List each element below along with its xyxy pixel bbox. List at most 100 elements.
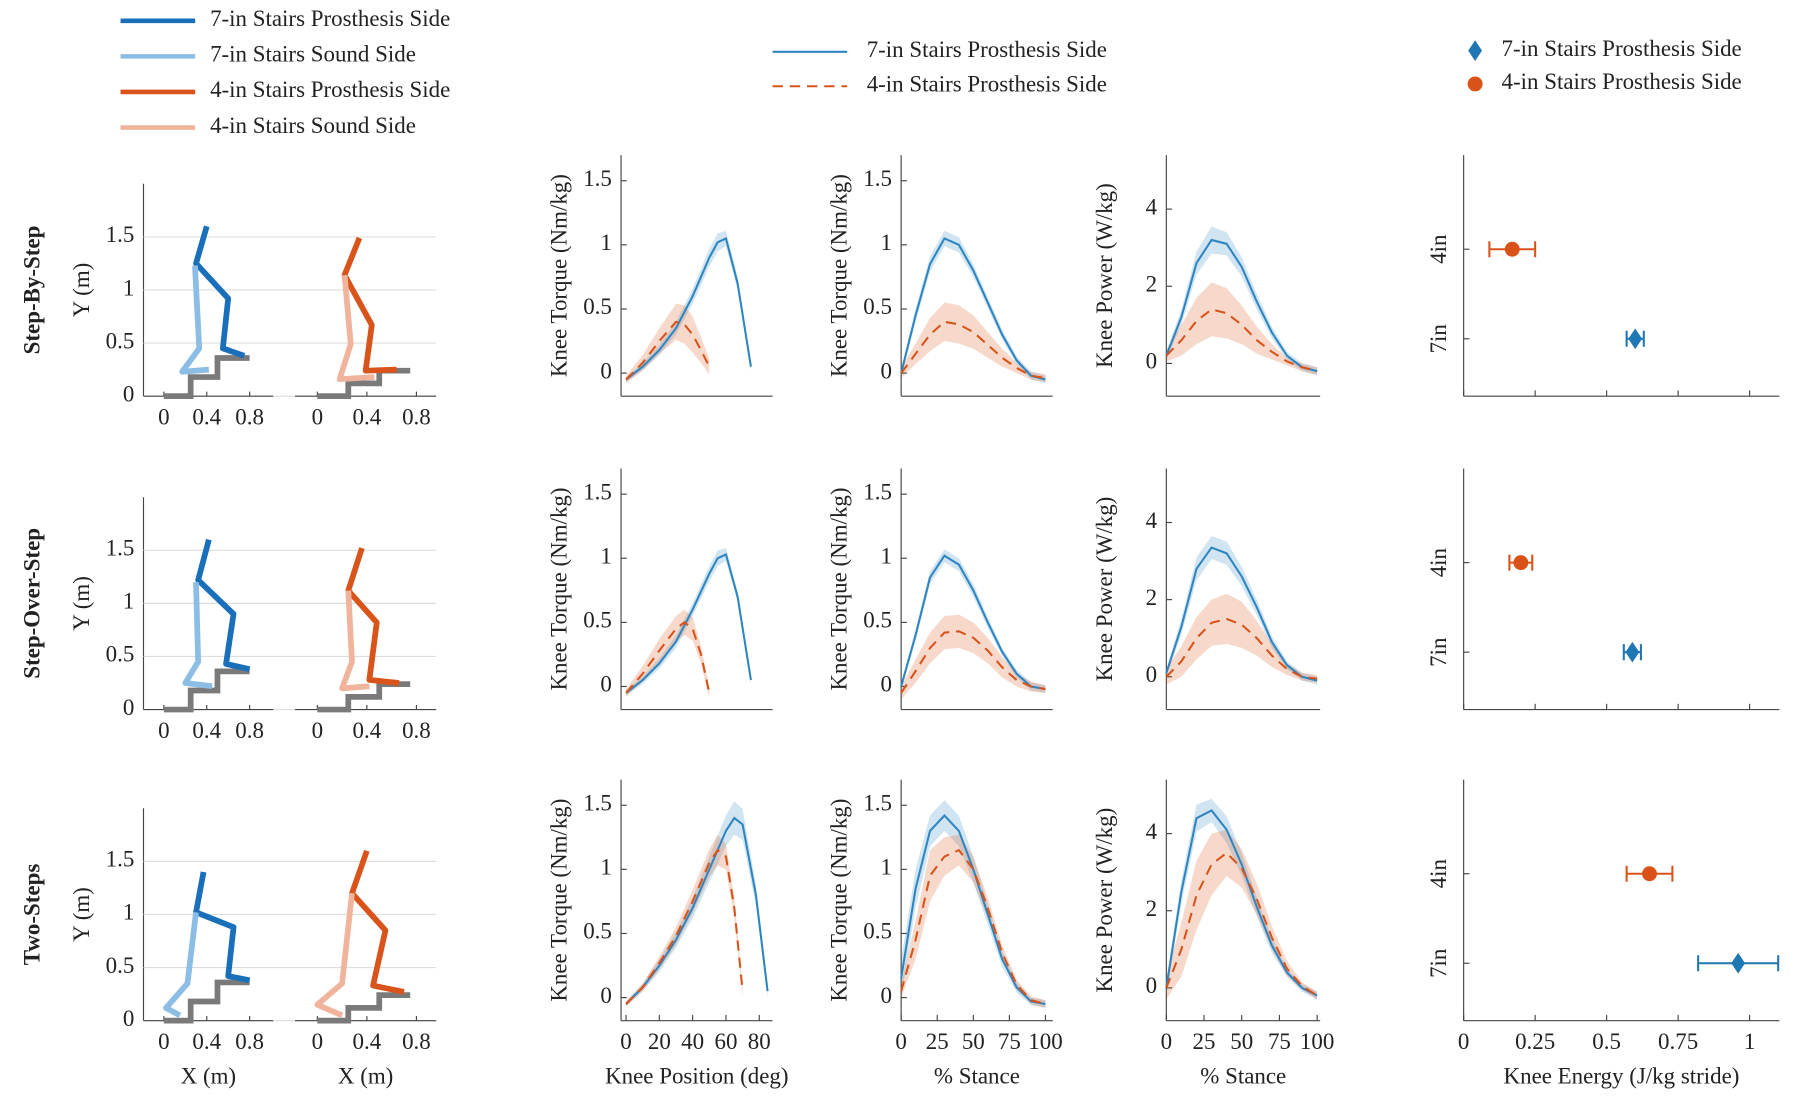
x-tick-label: 0.8 <box>235 718 264 743</box>
legend-label: 4-in Stairs Prosthesis Side <box>210 77 450 102</box>
y-tick-label: 0.5 <box>106 328 135 353</box>
x-tick-label: 50 <box>1230 1029 1253 1054</box>
x-axis-label: % Stance <box>1200 1063 1286 1088</box>
limb-line <box>193 225 246 359</box>
legend-swatch <box>1467 76 1483 92</box>
x-axis-label: X (m) <box>338 1063 393 1088</box>
limb-line <box>339 590 370 692</box>
y-tick-label: 1.5 <box>106 536 135 561</box>
y-tick-label: 4in <box>1426 859 1451 889</box>
y-tick-label: 0 <box>880 672 891 697</box>
y-axis-label: Knee Power (W/kg) <box>1092 808 1117 993</box>
y-tick-label: 2 <box>1146 585 1157 610</box>
mean-line <box>1165 617 1318 680</box>
x-tick-label: 75 <box>998 1029 1021 1054</box>
y-tick-label: 0 <box>123 695 134 720</box>
stairs <box>163 979 250 1024</box>
legend-label: 7-in Stairs Prosthesis Side <box>210 6 450 31</box>
x-axis-label: Knee Energy (J/kg stride) <box>1504 1063 1740 1088</box>
stairs <box>317 992 411 1024</box>
y-tick-label: 7in <box>1426 637 1451 667</box>
sd-band <box>1166 282 1318 375</box>
y-tick-label: 0 <box>600 983 611 1008</box>
y-tick-label: 0.5 <box>863 608 892 633</box>
y-axis-label: Knee Torque (Nm/kg) <box>827 487 852 690</box>
y-tick-label: 1.5 <box>863 166 892 191</box>
y-tick-label: 1 <box>600 855 611 880</box>
mean-line <box>900 320 1046 380</box>
y-tick-label: 1 <box>123 275 134 300</box>
limb-line <box>179 265 210 375</box>
y-tick-label: 0.5 <box>583 919 612 944</box>
stairs <box>163 355 250 400</box>
limb-line <box>195 538 251 673</box>
y-tick-label: 4in <box>1426 234 1451 264</box>
y-tick-label: 1.5 <box>106 222 135 247</box>
x-tick-label: 75 <box>1268 1029 1291 1054</box>
y-axis-label: Knee Torque (Nm/kg) <box>827 799 852 1002</box>
row-title: Step-Over-Step <box>20 528 45 679</box>
x-tick-label: 0.8 <box>402 1029 431 1054</box>
y-tick-label: 1.5 <box>583 791 612 816</box>
sd-band <box>1166 226 1318 375</box>
x-tick-label: 0.4 <box>192 1029 221 1054</box>
x-tick-label: 0.8 <box>235 404 264 429</box>
point <box>1731 952 1746 974</box>
y-tick-label: 7in <box>1426 948 1451 978</box>
y-tick-label: 0 <box>123 1006 134 1031</box>
y-axis-label: Knee Torque (Nm/kg) <box>827 174 852 377</box>
limb-line <box>336 274 375 383</box>
mean-line <box>900 237 1046 381</box>
mean-line <box>1165 809 1318 997</box>
mean-line <box>625 621 711 694</box>
point <box>1513 555 1529 571</box>
y-axis-label: Knee Torque (Nm/kg) <box>547 799 572 1002</box>
row-title: Two-Steps <box>20 864 45 966</box>
x-tick-label: 0 <box>158 718 169 743</box>
y-tick-label: 0 <box>880 983 891 1008</box>
mean-line <box>625 236 752 381</box>
sd-band <box>901 230 1046 384</box>
y-tick-label: 1 <box>880 230 891 255</box>
row-title: Step-By-Step <box>20 226 45 355</box>
y-axis-label: Knee Torque (Nm/kg) <box>547 174 572 377</box>
x-tick-label: 0 <box>1161 1029 1172 1054</box>
sd-band <box>901 614 1046 700</box>
x-tick-label: 0 <box>158 404 169 429</box>
y-tick-label: 1.5 <box>863 479 892 504</box>
x-tick-label: 0 <box>312 718 323 743</box>
limb-line <box>341 236 397 374</box>
x-tick-label: 0.8 <box>402 718 431 743</box>
y-tick-label: 1 <box>880 544 891 569</box>
y-tick-label: 1.5 <box>583 166 612 191</box>
point <box>1628 328 1643 350</box>
point <box>1504 241 1520 257</box>
mean-line <box>1165 851 1318 997</box>
y-tick-label: 0.5 <box>106 642 135 667</box>
y-tick-label: 0.5 <box>583 294 612 319</box>
limb-line <box>193 871 251 984</box>
y-tick-label: 0 <box>1146 662 1157 687</box>
x-tick-label: 20 <box>648 1029 671 1054</box>
mean-line <box>900 813 1046 1006</box>
x-tick-label: 0 <box>895 1029 906 1054</box>
sd-band <box>901 302 1046 383</box>
y-tick-label: 0 <box>600 358 611 383</box>
sd-band <box>901 834 1046 1008</box>
y-axis-label: Knee Power (W/kg) <box>1092 183 1117 368</box>
y-tick-label: 1 <box>123 589 134 614</box>
limb-line <box>163 912 199 1018</box>
x-tick-label: 100 <box>1028 1029 1062 1054</box>
y-tick-label: 2 <box>1146 896 1157 921</box>
sd-band <box>626 230 751 383</box>
y-tick-label: 0 <box>600 672 611 697</box>
y-tick-label: 0.5 <box>863 919 892 944</box>
x-tick-label: 100 <box>1300 1029 1334 1054</box>
mean-line <box>900 554 1046 691</box>
y-tick-label: 1 <box>600 230 611 255</box>
mean-line <box>900 848 1046 1005</box>
mean-line <box>625 320 711 381</box>
mean-line <box>1165 238 1318 373</box>
y-axis-label: Knee Power (W/kg) <box>1092 497 1117 682</box>
x-tick-label: 60 <box>714 1029 737 1054</box>
